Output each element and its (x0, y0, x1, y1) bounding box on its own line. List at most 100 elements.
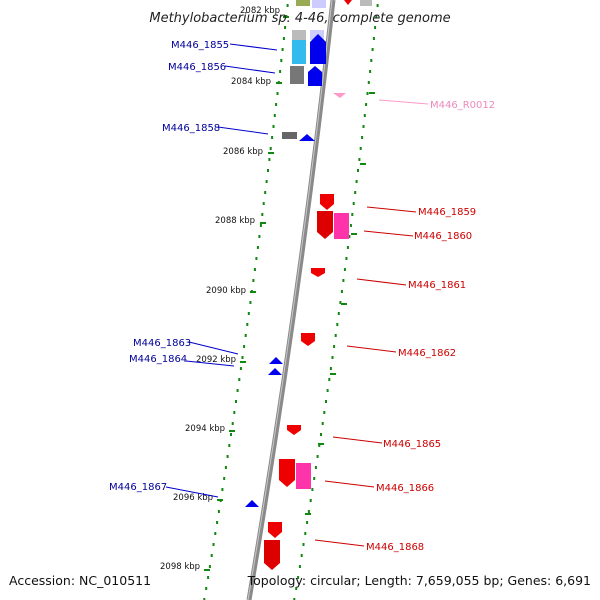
gene-label[interactable]: M446_1864 (129, 354, 187, 365)
track-dot (362, 125, 365, 128)
track-dot (275, 103, 278, 106)
track-dot (314, 466, 317, 469)
reverse-gene-arrow[interactable] (317, 211, 333, 239)
track-dot (337, 312, 340, 315)
track-dot (284, 26, 287, 29)
track-dot (256, 246, 259, 249)
kbp-label: 2090 kbp (206, 286, 246, 296)
gene-label[interactable]: M446_1856 (168, 62, 226, 73)
track-dot (226, 455, 229, 458)
track-dot (264, 191, 267, 194)
connector-1858 (217, 126, 269, 135)
track-dot (293, 598, 296, 600)
track-dot (372, 37, 375, 40)
track-dot (328, 378, 331, 381)
track-dots (203, 4, 379, 600)
rna-feature-block[interactable] (296, 463, 311, 489)
forward-gene-arrow[interactable] (268, 368, 282, 375)
track-dot (273, 114, 276, 117)
track-dot (272, 125, 275, 128)
gene-feature-top[interactable] (312, 0, 326, 8)
track-dot (247, 312, 250, 315)
track-dot (244, 334, 247, 337)
gene-label[interactable]: M446_1861 (408, 280, 466, 291)
track-dot (276, 92, 279, 95)
track-dot (366, 92, 369, 95)
gene-label[interactable]: M446_1868 (366, 542, 424, 553)
reverse-gene-arrow[interactable] (320, 194, 334, 210)
track-dot (210, 554, 213, 557)
gene-label[interactable]: M446_1858 (162, 123, 220, 134)
track-dot (342, 279, 345, 282)
connector-1856 (224, 65, 276, 74)
track-dot (252, 279, 255, 282)
gene-label[interactable]: M446_R0012 (430, 100, 495, 111)
track-dot (268, 158, 271, 161)
gene-feature-top[interactable] (344, 0, 352, 5)
reverse-gene-arrow[interactable] (279, 459, 295, 487)
track-dot (318, 444, 321, 447)
track-dot (205, 587, 208, 590)
rna-feature-block[interactable] (334, 213, 349, 239)
connector-1861 (356, 278, 407, 286)
forward-gene-arrow[interactable] (269, 357, 283, 364)
gene-label[interactable]: M446_1860 (414, 231, 472, 242)
track-dot (348, 235, 351, 238)
track-dot (224, 466, 227, 469)
gene-feature-top[interactable] (360, 0, 372, 6)
kbp-label: 2082 kbp (240, 6, 280, 16)
gene-feature-top[interactable] (296, 0, 310, 6)
track-dot (375, 15, 378, 18)
track-dot (333, 345, 336, 348)
track-dot (203, 598, 206, 600)
gene-feature-gray[interactable] (282, 132, 297, 139)
gene-label[interactable]: M446_1862 (398, 348, 456, 359)
connector-1864 (185, 360, 235, 367)
rna-feature[interactable] (333, 93, 346, 98)
track-dot (370, 59, 373, 62)
track-dot (309, 499, 312, 502)
gene-label[interactable]: M446_1866 (376, 483, 434, 494)
gene-segment[interactable] (292, 30, 306, 40)
kbp-ticks (204, 16, 375, 571)
gene-label[interactable]: M446_1855 (171, 40, 229, 51)
track-dot (217, 510, 220, 513)
track-dot (355, 180, 358, 183)
track-dot (298, 565, 301, 568)
kbp-label: 2086 kbp (223, 147, 263, 157)
reverse-gene-arrow[interactable] (301, 333, 315, 346)
track-dot (321, 422, 324, 425)
reverse-gene-arrow[interactable] (268, 522, 282, 538)
backbone-highlight (247, 0, 333, 600)
reverse-gene-arrow[interactable] (287, 425, 301, 435)
forward-gene-arrow[interactable] (310, 34, 326, 64)
track-dot (306, 521, 309, 524)
track-dot (238, 378, 241, 381)
track-dot (316, 455, 319, 458)
forward-gene-arrow[interactable] (308, 66, 322, 86)
track-dot (311, 488, 314, 491)
kbp-label: 2098 kbp (160, 562, 200, 572)
track-dot (239, 367, 242, 370)
track-dot (320, 433, 322, 436)
gene-label[interactable]: M446_1863 (133, 338, 191, 349)
gene-block-1855-1856[interactable] (290, 30, 326, 86)
connector-1862 (346, 345, 397, 353)
forward-gene-arrow[interactable] (245, 500, 259, 507)
gene-segment[interactable] (292, 40, 306, 64)
gene-label[interactable]: M446_1865 (383, 439, 441, 450)
track-dot (246, 323, 249, 326)
reverse-gene-arrow[interactable] (311, 268, 325, 277)
gene-label[interactable]: M446_1867 (109, 482, 167, 493)
gene-label[interactable]: M446_1859 (418, 207, 476, 218)
forward-gene-arrow[interactable] (299, 134, 315, 141)
track-dot (376, 4, 379, 7)
connector-1867 (165, 486, 219, 498)
track-dot (261, 213, 264, 216)
reverse-gene-arrow[interactable] (264, 540, 280, 570)
track-dot (307, 510, 310, 513)
track-dot (302, 543, 305, 546)
gene-segment[interactable] (290, 66, 304, 84)
